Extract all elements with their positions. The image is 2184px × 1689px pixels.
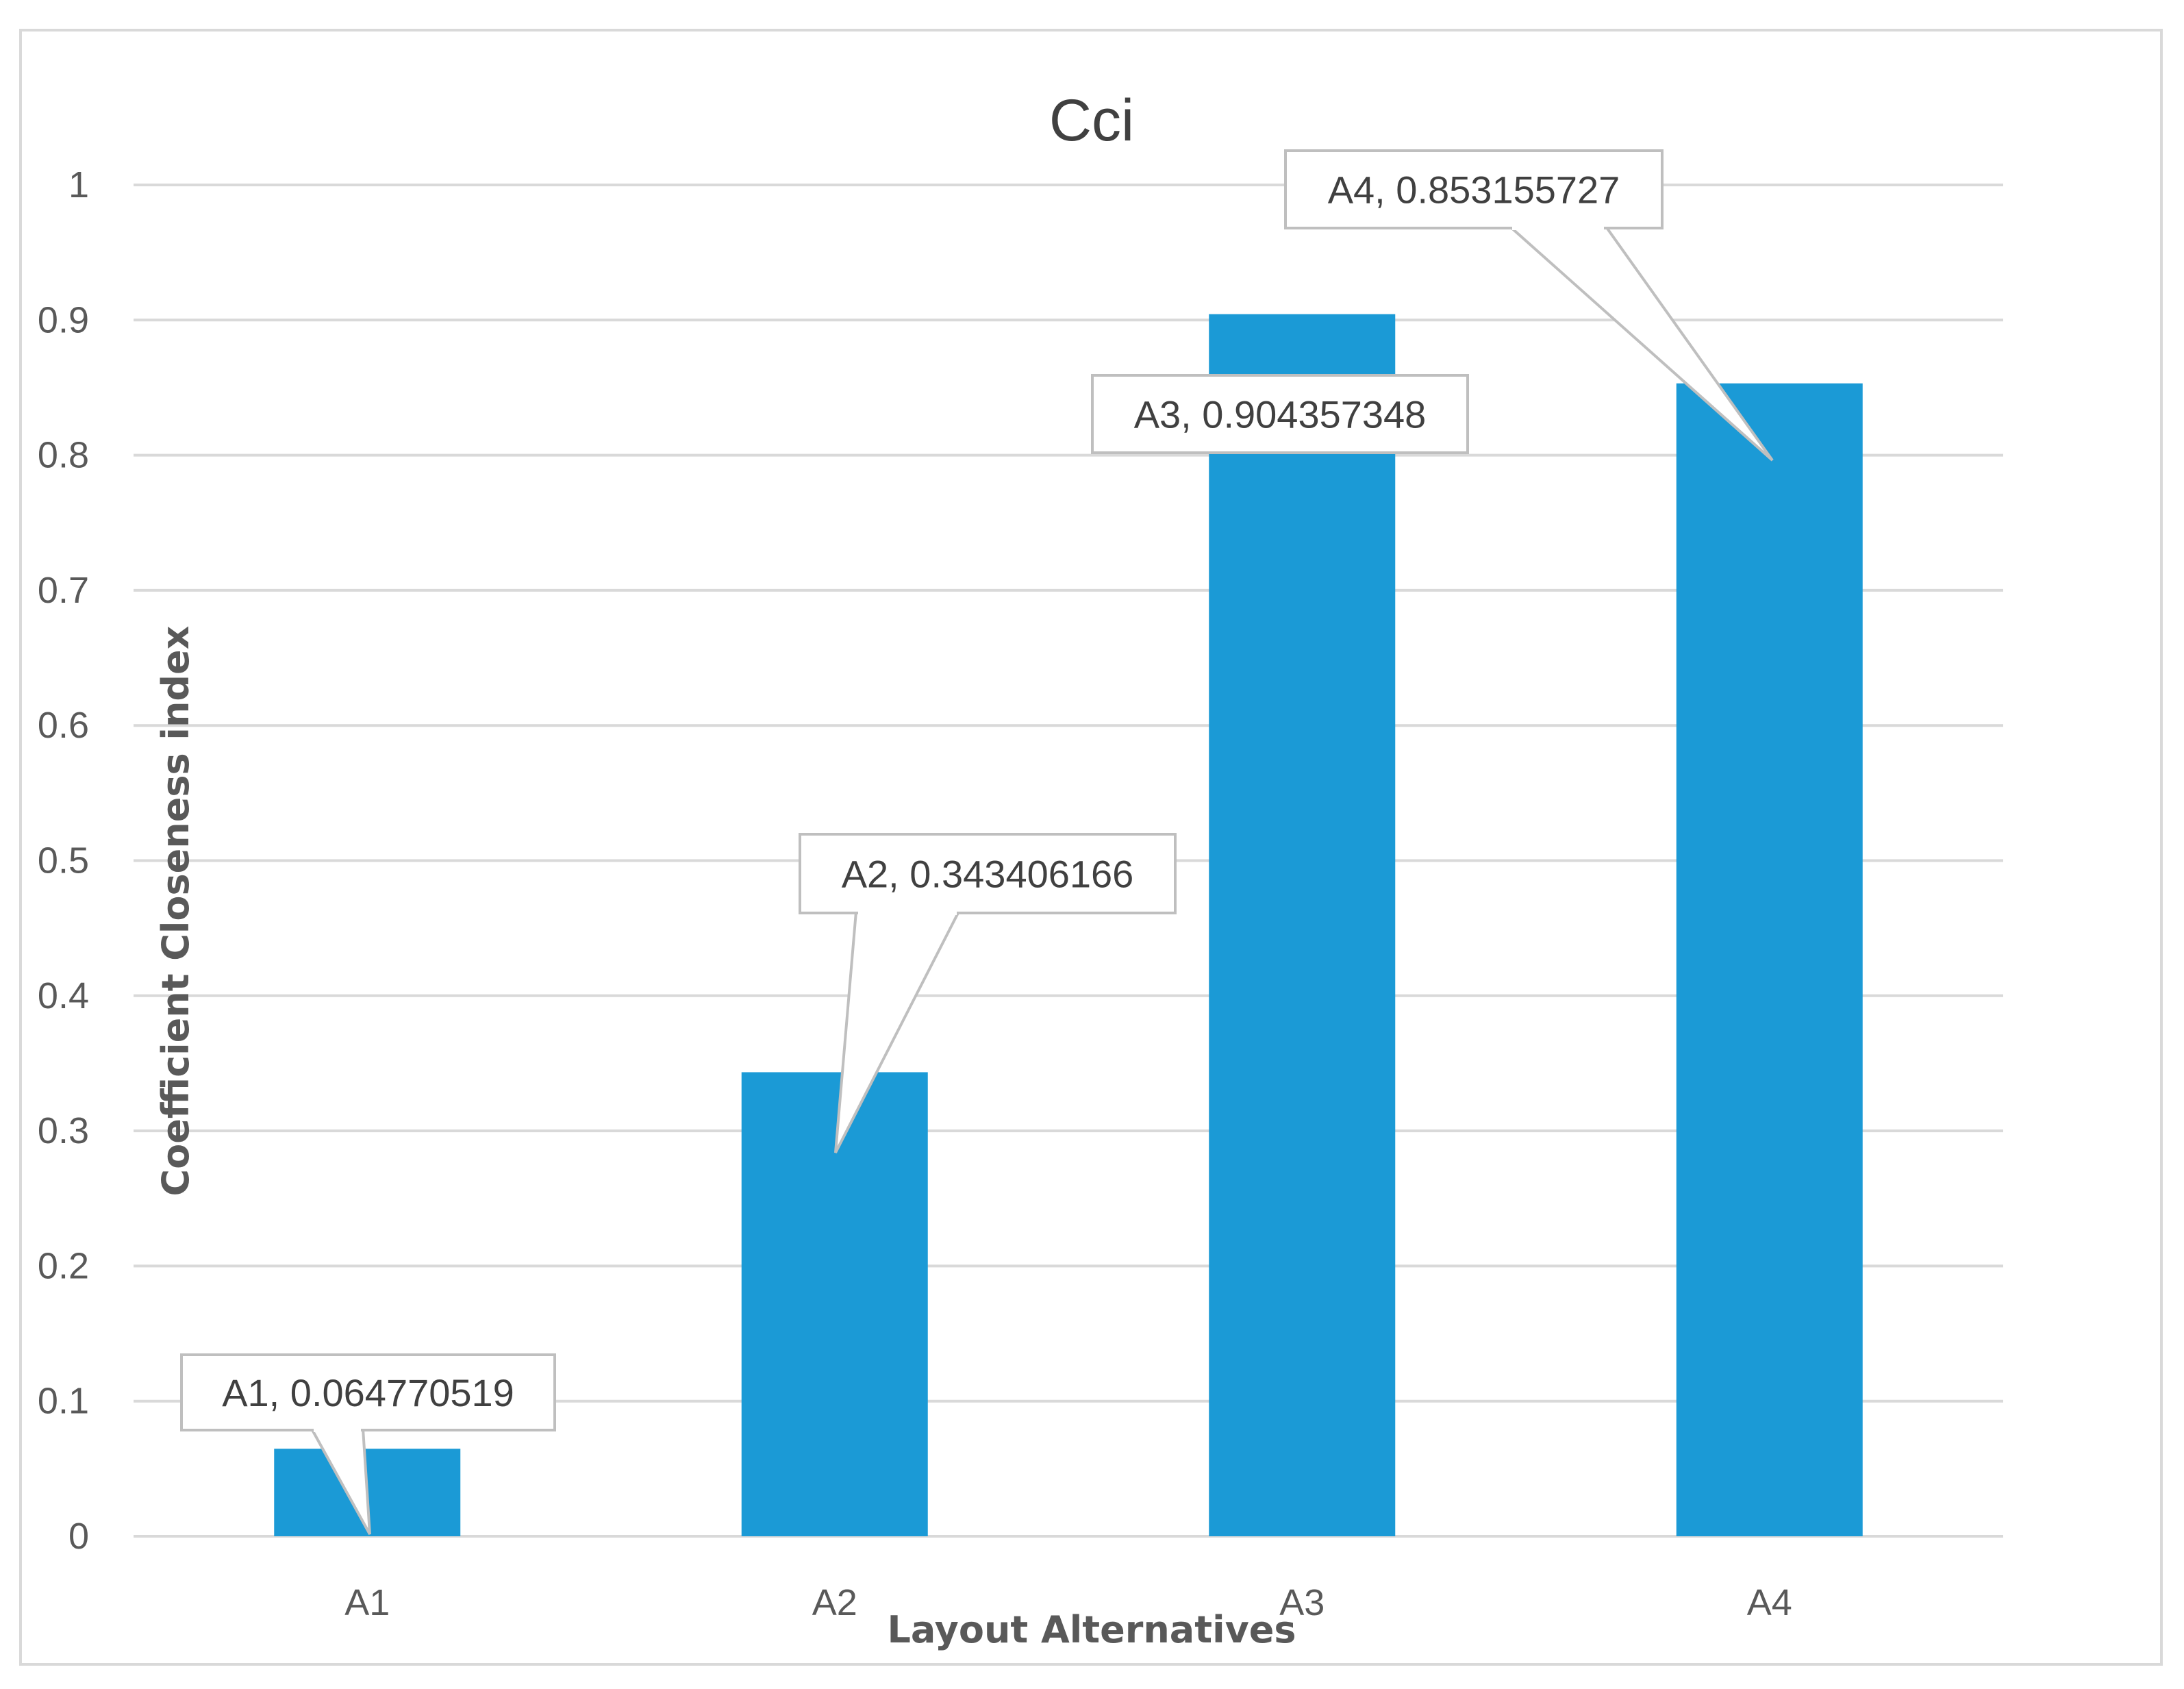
data-label: A4, 0.853155727 (1328, 168, 1620, 212)
callout-a3: A3, 0.904357348 (1091, 374, 1469, 454)
data-label: A1, 0.064770519 (222, 1371, 514, 1414)
x-tick-label: A3 (1279, 1582, 1325, 1623)
callout-box (180, 1353, 556, 1431)
y-axis-title: Coefficient Closeness index (154, 625, 197, 1196)
x-axis-ticks: A1 A2 A3 A4 (344, 1582, 1792, 1623)
y-tick-label: 0.6 (38, 705, 89, 746)
y-tick-label: 0.7 (38, 570, 89, 611)
y-tick-label: 0.9 (38, 299, 89, 340)
bar-a3 (1209, 314, 1396, 1537)
y-tick-label: 0.3 (38, 1110, 89, 1151)
x-tick-label: A4 (1747, 1582, 1792, 1623)
callout-box (1091, 374, 1469, 454)
data-label: A2, 0.343406166 (842, 853, 1134, 896)
x-tick-label: A1 (344, 1582, 390, 1623)
callout-a1: A1, 0.064770519 (180, 1353, 556, 1535)
callout-a4: A4, 0.853155727 (1284, 149, 1774, 462)
bar-a4 (1676, 383, 1863, 1536)
x-tick-label: A2 (812, 1582, 857, 1623)
callout-a2: A2, 0.343406166 (799, 833, 1177, 1153)
callout-box (799, 833, 1177, 914)
y-tick-label: 0.1 (38, 1381, 89, 1422)
chart-title: Cci (1049, 88, 1134, 153)
y-tick-label: 0 (68, 1516, 89, 1557)
bars (274, 314, 1863, 1537)
bar-a2 (741, 1072, 928, 1536)
y-tick-label: 0.2 (38, 1245, 89, 1286)
y-tick-label: 1 (68, 164, 89, 205)
data-label-callouts: A1, 0.064770519 A2, 0.343406166 A3, 0.9043… (180, 149, 1774, 1535)
callout-pointer (1506, 225, 1774, 462)
y-axis-ticks: 0 0.1 0.2 0.3 0.4 0.5 0.6 0.7 0.8 0.9 1 (38, 164, 89, 1557)
callout-box (1284, 149, 1664, 229)
y-tick-label: 0.4 (38, 975, 89, 1016)
data-label: A3, 0.904357348 (1134, 393, 1427, 436)
y-tick-label: 0.5 (38, 840, 89, 881)
y-tick-label: 0.8 (38, 435, 89, 476)
x-axis-title: Layout Alternatives (887, 1608, 1296, 1651)
